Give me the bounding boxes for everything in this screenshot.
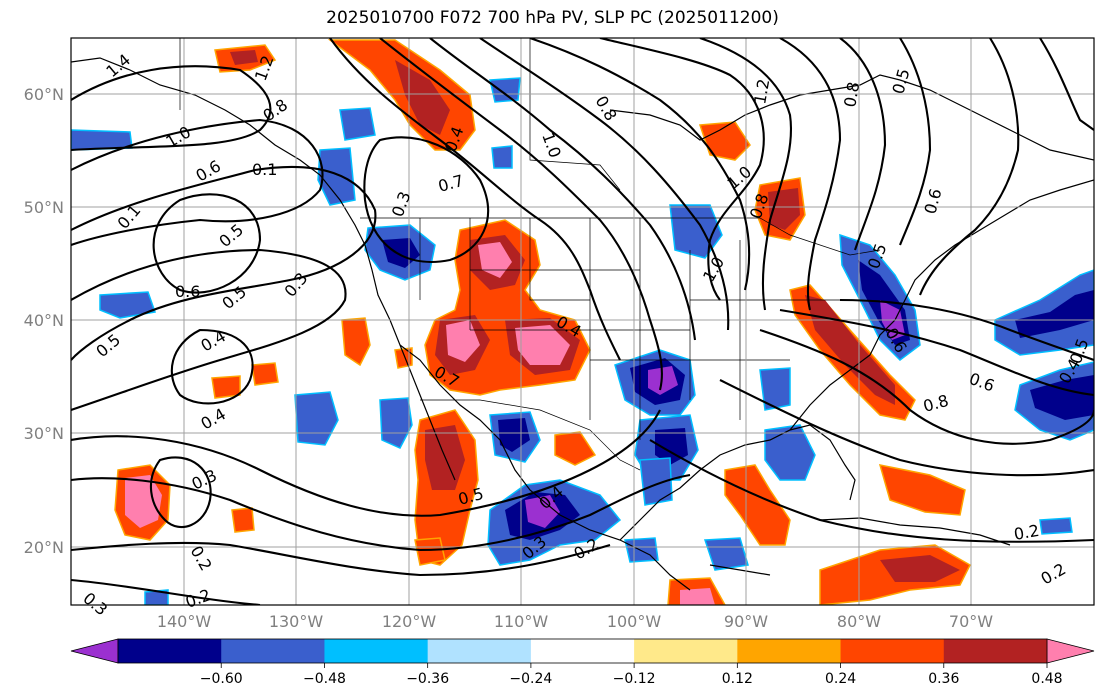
colorbar-segment <box>634 639 738 663</box>
lat-label-20n: 20°N <box>24 538 64 557</box>
lat-label-50n: 50°N <box>24 198 64 217</box>
colorbar-outline <box>117 638 1048 664</box>
lat-label-30n: 30°N <box>24 424 64 443</box>
colorbar-segment <box>427 639 532 663</box>
colorbar-tick-label: 0.24 <box>825 671 856 687</box>
contour-label: 1.2 <box>750 77 773 105</box>
colorbar-segment <box>943 639 1048 663</box>
contour-label: 0.1 <box>252 160 277 179</box>
lon-label-100w: 100°W <box>607 612 662 631</box>
lon-label-140w: 140°W <box>157 612 212 631</box>
colorbar-segment <box>221 639 325 663</box>
contour-label: 0.6 <box>175 282 200 301</box>
map-title: 2025010700 F072 700 hPa PV, SLP PC (2025… <box>326 8 779 28</box>
colorbar-tick-label: −0.60 <box>200 671 243 687</box>
lon-label-110w: 110°W <box>494 612 549 631</box>
pv-positive-shading <box>114 39 971 605</box>
colorbar-segments <box>118 639 1048 663</box>
lon-label-130w: 130°W <box>269 612 324 631</box>
contour-label: 0.2 <box>1012 521 1040 544</box>
colorbar-extend-min <box>70 638 119 664</box>
colorbar-tick-label: −0.24 <box>509 671 552 687</box>
colorbar-tick-label: 0.48 <box>1031 671 1062 687</box>
map-frame <box>70 37 1095 606</box>
lon-label-70w: 70°W <box>949 612 993 631</box>
colorbar-segment <box>118 639 222 663</box>
colorbar-segment <box>324 639 429 663</box>
colorbar: −0.60 −0.48 −0.36 −0.24 −0.12 0.12 0.24 0.36 0.4… <box>70 638 1095 687</box>
longitude-labels: 140°W 130°W 120°W 110°W 100°W 90°W 80°W … <box>157 612 993 631</box>
colorbar-segment <box>737 639 842 663</box>
colorbar-extend-max <box>1046 638 1095 664</box>
lat-label-40n: 40°N <box>24 311 64 330</box>
colorbar-tick-label: −0.48 <box>303 671 346 687</box>
lat-label-60n: 60°N <box>24 85 64 104</box>
colorbar-tick-label: −0.12 <box>613 671 656 687</box>
contour-label: 0.8 <box>840 80 863 108</box>
lon-label-80w: 80°W <box>837 612 881 631</box>
slp-contours <box>71 38 1094 605</box>
latitude-labels: 60°N 50°N 40°N 30°N 20°N <box>24 85 64 557</box>
gridlines <box>71 38 1094 605</box>
colorbar-segment <box>840 639 945 663</box>
colorbar-tick-label: −0.36 <box>406 671 449 687</box>
colorbar-tick-label: 0.12 <box>722 671 753 687</box>
colorbar-segment <box>530 639 635 663</box>
lon-label-90w: 90°W <box>724 612 768 631</box>
lon-label-120w: 120°W <box>382 612 437 631</box>
map-content <box>71 38 1094 605</box>
colorbar-ticks: −0.60 −0.48 −0.36 −0.24 −0.12 0.12 0.24 0.36 0.4… <box>200 663 1063 687</box>
colorbar-tick-label: 0.36 <box>928 671 959 687</box>
